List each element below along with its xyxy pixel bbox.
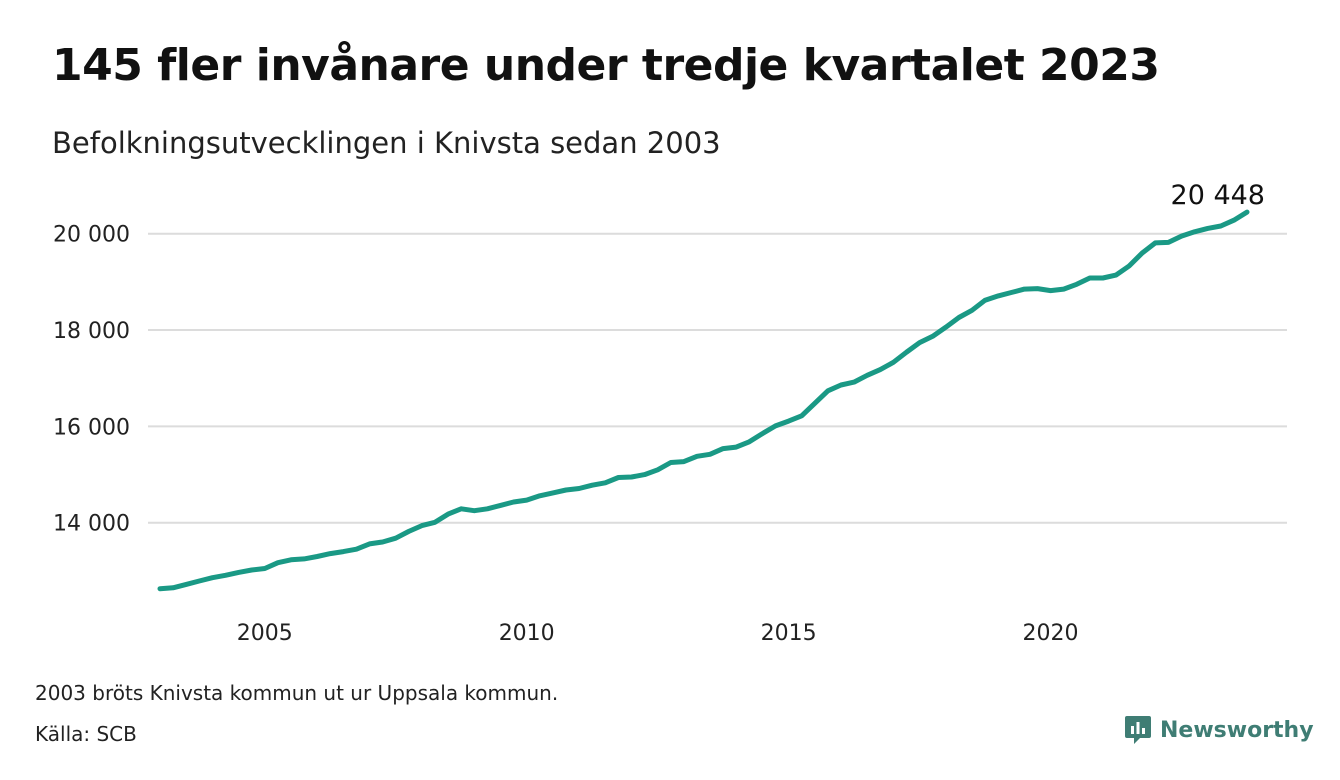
y-axis-tick-labels: 14 000 16 000 18 000 20 000	[53, 223, 130, 537]
footnote: 2003 bröts Knivsta kommun ut ur Uppsala …	[35, 681, 559, 705]
y-tick-label: 14 000	[53, 512, 130, 537]
y-tick-label: 20 000	[53, 223, 130, 248]
x-tick-label: 2010	[499, 621, 555, 646]
chart-title: 145 fler invånare under tredje kvartalet…	[52, 40, 1160, 91]
line-chart: 14 000 16 000 18 000 20 000 2005 2010 2015 202…	[53, 180, 1287, 646]
series-line	[157, 209, 1250, 592]
series-layer	[157, 209, 1250, 592]
y-tick-label: 18 000	[53, 319, 130, 344]
annotation-layer: 20 448	[1171, 180, 1265, 211]
x-tick-label: 2020	[1023, 621, 1079, 646]
brand-logo[interactable]: Newsworthy	[1124, 714, 1314, 746]
brand-name: Newsworthy	[1160, 717, 1314, 743]
end-value-label: 20 448	[1171, 180, 1265, 211]
chart-subtitle: Befolkningsutvecklingen i Knivsta sedan …	[52, 126, 721, 160]
gridlines	[148, 232, 1287, 524]
y-tick-label: 16 000	[53, 415, 130, 440]
newsworthy-logo-icon	[1125, 716, 1151, 744]
x-tick-label: 2005	[237, 621, 293, 646]
x-axis-tick-labels: 2005 2010 2015 2020	[237, 621, 1079, 646]
x-tick-label: 2015	[761, 621, 817, 646]
source-credit: Källa: SCB	[35, 722, 137, 746]
